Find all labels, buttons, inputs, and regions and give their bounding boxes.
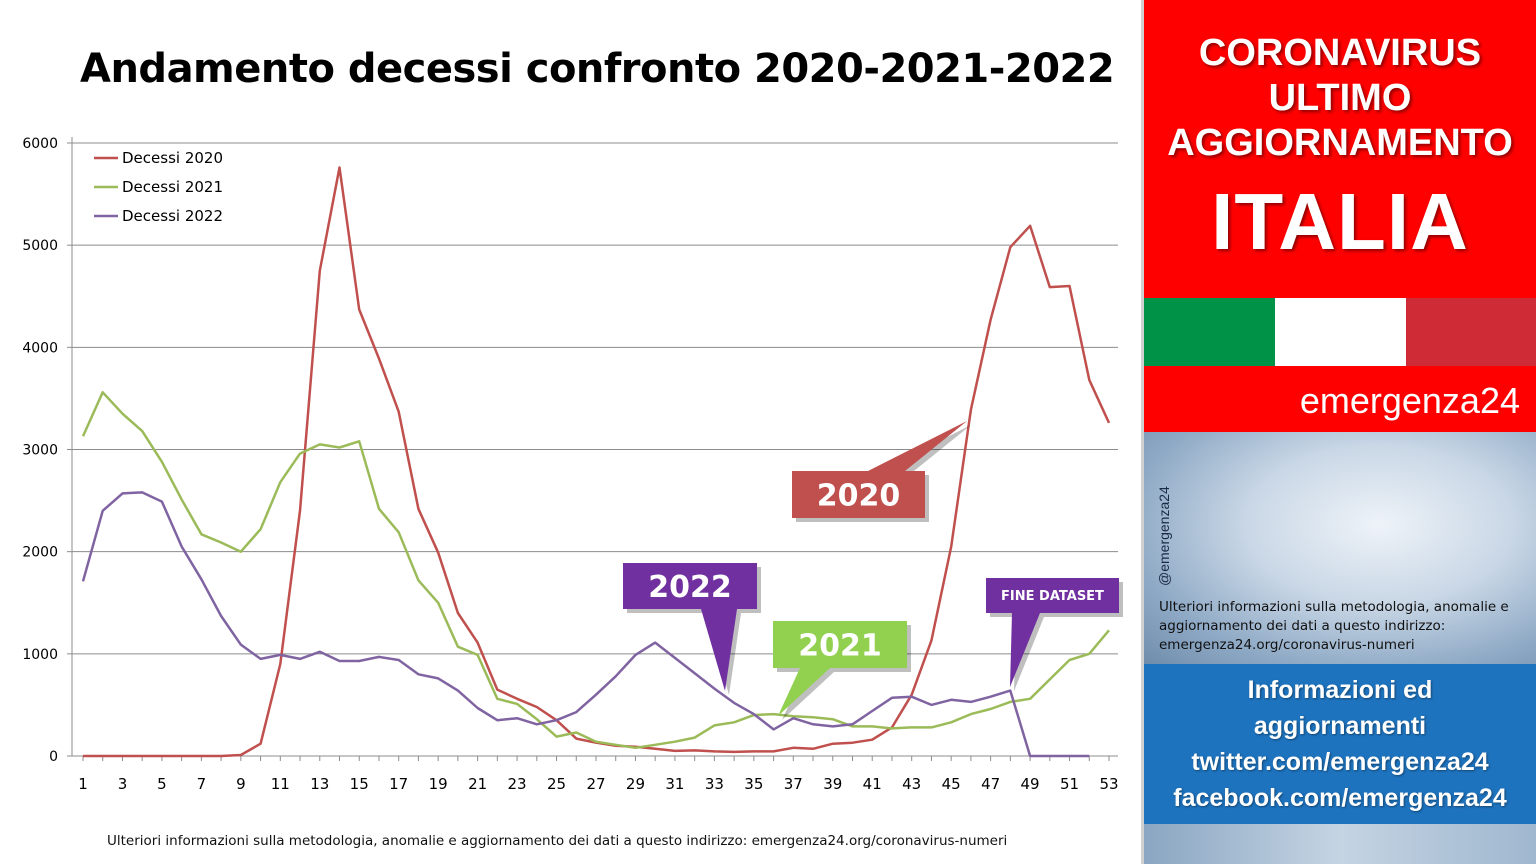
x-tick-label: 25 xyxy=(547,775,566,793)
brand-bar: emergenza24 xyxy=(1144,366,1536,432)
x-tick-label: 11 xyxy=(271,775,290,793)
italian-flag xyxy=(1144,298,1536,366)
callout-2020-shape xyxy=(792,421,967,518)
y-tick-label: 6000 xyxy=(22,136,58,152)
legend-label-2: Decessi 2021 xyxy=(122,178,223,196)
x-tick-label: 1 xyxy=(78,775,88,793)
callout-2020-label: 2020 xyxy=(817,478,901,513)
sidebar: CORONAVIRUS ULTIMO AGGIORNAMENTO ITALIA … xyxy=(1144,0,1536,864)
info-box xyxy=(1144,664,1536,824)
series-line-2 xyxy=(81,391,1110,750)
callout-2022-label: 2022 xyxy=(648,570,732,605)
x-tick-label: 47 xyxy=(981,775,1000,793)
x-tick-label: 21 xyxy=(468,775,487,793)
flag-stripe-green xyxy=(1144,298,1275,366)
x-tick-label: 41 xyxy=(863,775,882,793)
callout-2021-label: 2021 xyxy=(798,628,882,663)
y-tick-label: 1000 xyxy=(22,647,58,663)
twitter-link[interactable]: twitter.com/emergenza24 xyxy=(1191,748,1489,776)
x-tick-label: 15 xyxy=(350,775,369,793)
x-tick-label: 51 xyxy=(1060,775,1079,793)
x-tick-label: 29 xyxy=(626,775,645,793)
legend-label-1: Decessi 2020 xyxy=(122,149,223,167)
facebook-link[interactable]: facebook.com/emergenza24 xyxy=(1173,784,1507,812)
header-line-italia: ITALIA xyxy=(1211,177,1469,266)
x-tick-label: 35 xyxy=(744,775,763,793)
flag-stripe-white xyxy=(1275,298,1406,366)
brand-name: emergenza24 xyxy=(1299,380,1520,421)
x-tick-label: 33 xyxy=(705,775,724,793)
callout-fine-dataset-shape xyxy=(986,578,1119,687)
bottom-photo xyxy=(1144,824,1536,864)
x-tick-label: 45 xyxy=(942,775,961,793)
callout-2022-shape xyxy=(623,563,757,691)
social-handle: @emergenza24 xyxy=(1156,486,1172,586)
callout-fine-dataset: FINE DATASET xyxy=(986,578,1123,691)
x-tick-label: 39 xyxy=(823,775,842,793)
flag-stripe-red xyxy=(1406,298,1536,366)
panel-divider xyxy=(1141,0,1144,864)
x-tick-label: 37 xyxy=(784,775,803,793)
callout-2021-shape xyxy=(773,621,907,716)
footnote: Ulteriori informazioni sulla metodologia… xyxy=(107,833,1008,849)
x-tick-label: 5 xyxy=(157,775,167,793)
chart-title: Andamento decessi confronto 2020-2021-20… xyxy=(80,46,1115,92)
callout-2021: 2021 xyxy=(773,621,911,720)
y-tick-label: 4000 xyxy=(22,340,58,356)
callout-2022: 2022 xyxy=(623,563,761,695)
x-tick-label: 23 xyxy=(508,775,527,793)
x-tick-label: 7 xyxy=(197,775,207,793)
y-tick-label: 5000 xyxy=(22,238,58,254)
series-line-1 xyxy=(83,166,1111,758)
header-line-coronavirus: CORONAVIRUS xyxy=(1198,32,1482,74)
callout-fine-dataset-label: FINE DATASET xyxy=(1001,589,1104,604)
background-photo xyxy=(1144,432,1536,664)
x-tick-label: 13 xyxy=(310,775,329,793)
series-line-3 xyxy=(81,491,1090,758)
x-tick-label: 3 xyxy=(118,775,128,793)
x-tick-label: 9 xyxy=(236,775,246,793)
chart-area: Andamento decessi confronto 2020-2021-20… xyxy=(22,46,1123,849)
x-tick-label: 43 xyxy=(902,775,921,793)
x-tick-label: 49 xyxy=(1021,775,1040,793)
x-tick-label: 17 xyxy=(389,775,408,793)
info-line-2: aggiornamenti xyxy=(1253,712,1427,740)
x-tick-label: 53 xyxy=(1099,775,1118,793)
callout-2020: 2020 xyxy=(792,421,971,522)
info-line-1: Informazioni ed xyxy=(1247,676,1433,704)
x-tick-label: 31 xyxy=(665,775,684,793)
header-line-ultimo: ULTIMO xyxy=(1268,77,1412,119)
legend-label-3: Decessi 2022 xyxy=(122,207,223,225)
y-tick-label: 2000 xyxy=(22,545,58,561)
sidebar-header: CORONAVIRUS ULTIMO AGGIORNAMENTO ITALIA xyxy=(1144,0,1536,298)
header-line-aggiornamento: AGGIORNAMENTO xyxy=(1167,122,1513,164)
y-tick-label: 3000 xyxy=(22,443,58,459)
x-tick-label: 27 xyxy=(586,775,605,793)
y-tick-label: 0 xyxy=(49,749,58,765)
x-tick-label: 19 xyxy=(429,775,448,793)
sidebar-note: Ulteriori informazioni sulla metodologia… xyxy=(1159,599,1509,653)
